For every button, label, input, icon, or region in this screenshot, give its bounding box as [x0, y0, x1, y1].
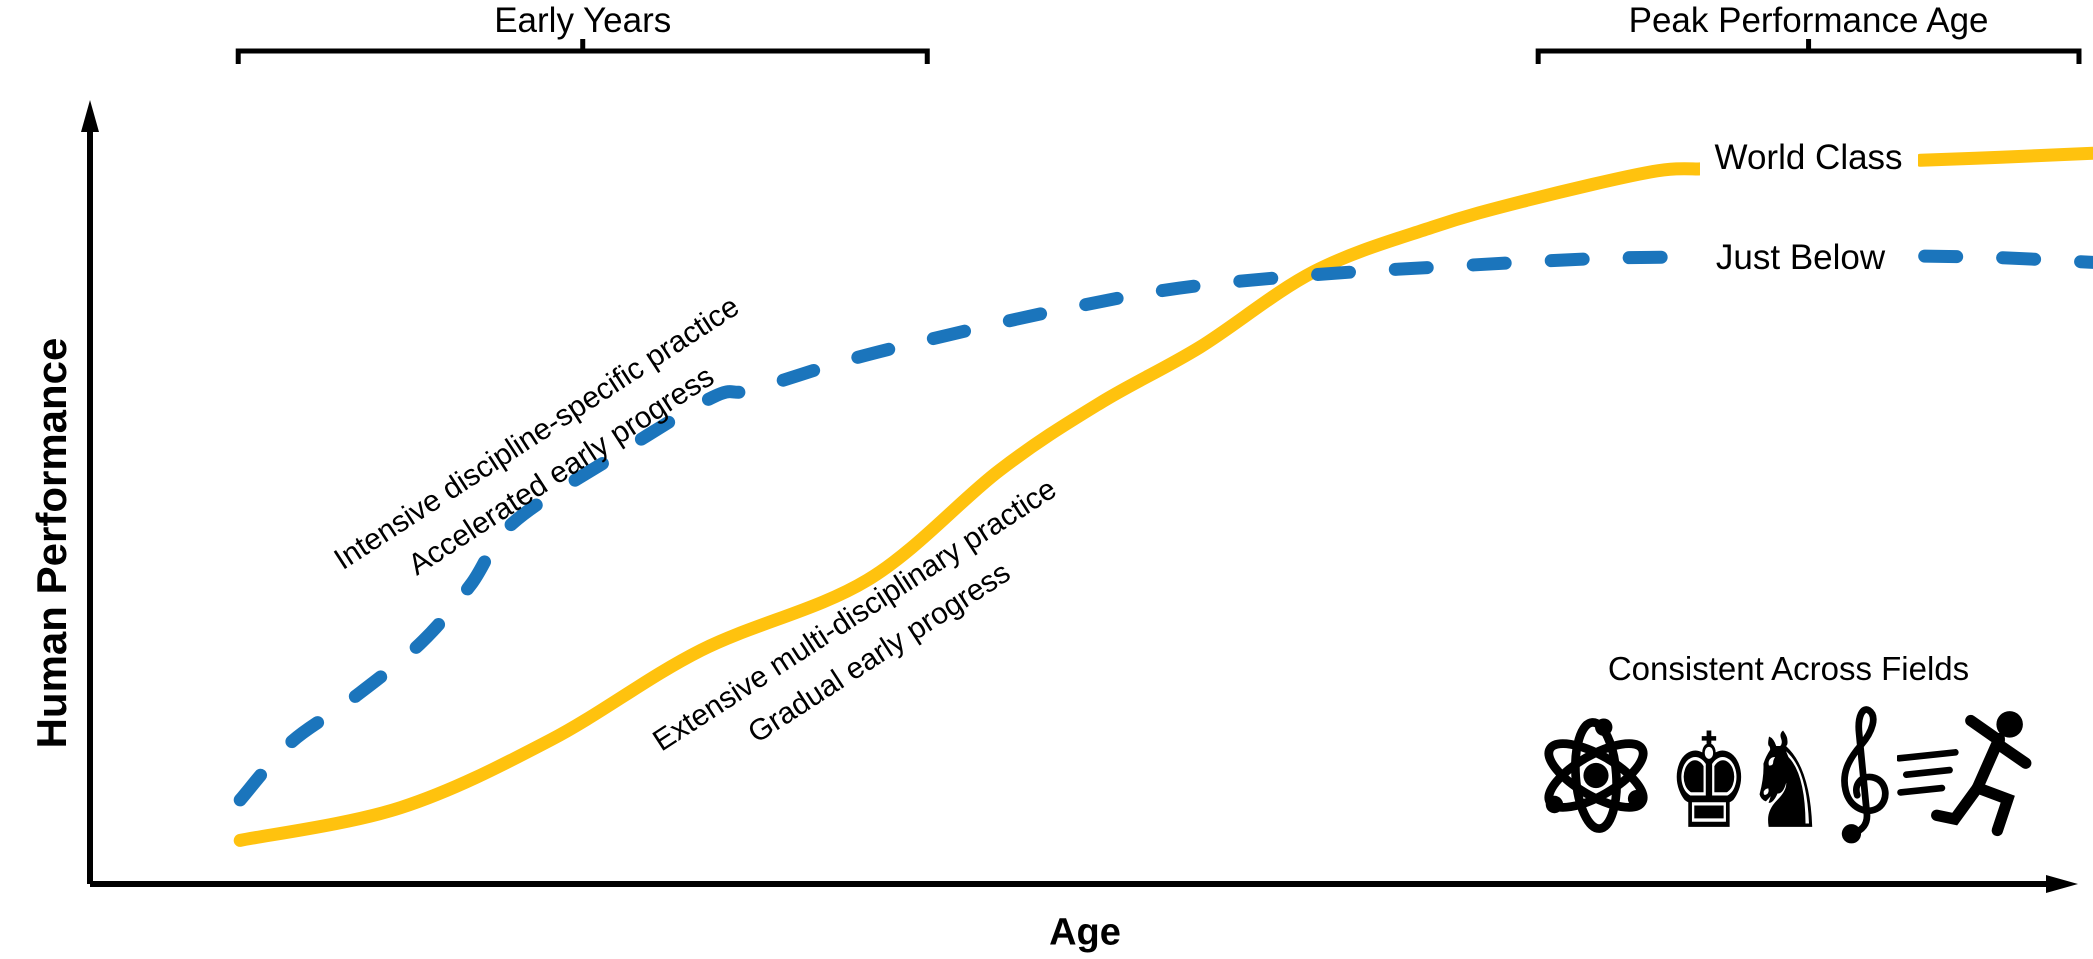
fields-icon-row: ♚♞	[1536, 700, 2041, 848]
treble-clef-icon	[1840, 706, 1889, 844]
series-label-1: Just Below	[1700, 236, 1901, 279]
bracket-label-0: Early Years	[494, 1, 672, 40]
bracket-label-1: Peak Performance Age	[1628, 1, 1989, 40]
series-label-0: World Class	[1699, 136, 1918, 179]
chess-icon: ♚♞	[1667, 704, 1827, 859]
fields-legend: Consistent Across Fields ♚♞	[1536, 650, 2041, 848]
runner-icon	[1897, 711, 2032, 837]
y-axis-label: Human Performance	[28, 337, 75, 749]
fields-legend-title: Consistent Across Fields	[1607, 650, 1970, 687]
x-axis-label: Age	[1049, 911, 1121, 954]
atom-icon	[1544, 718, 1648, 833]
